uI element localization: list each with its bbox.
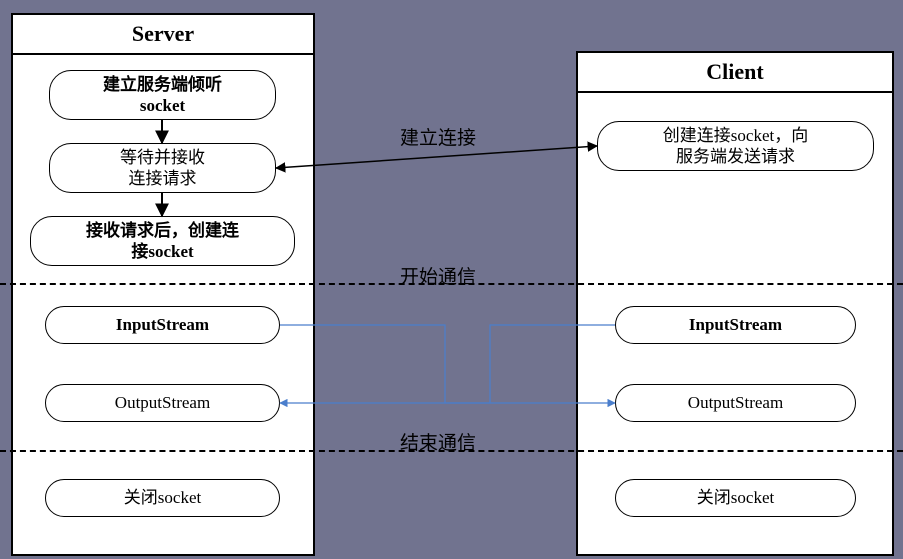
node-text: 建立服务端倾听 <box>103 74 222 95</box>
client-title: Client <box>578 53 892 93</box>
node-text: 等待并接收 <box>120 147 205 168</box>
node-text: 关闭socket <box>697 487 774 508</box>
node-text: 关闭socket <box>124 487 201 508</box>
node-server-listen: 建立服务端倾听 socket <box>49 70 276 120</box>
node-server-accept: 接收请求后，创建连 接socket <box>30 216 295 266</box>
node-server-inputstream: InputStream <box>45 306 280 344</box>
node-server-close: 关闭socket <box>45 479 280 517</box>
node-text: InputStream <box>689 314 782 335</box>
node-text: 创建连接socket，向 <box>663 125 808 146</box>
node-text: socket <box>140 95 185 116</box>
label-end-comm: 结束通信 <box>400 428 476 455</box>
node-client-inputstream: InputStream <box>615 306 856 344</box>
label-establish-conn: 建立连接 <box>400 123 476 150</box>
node-text: OutputStream <box>115 392 210 413</box>
node-client-connect: 创建连接socket，向 服务端发送请求 <box>597 121 874 171</box>
node-client-outputstream: OutputStream <box>615 384 856 422</box>
node-text: 接socket <box>131 241 193 262</box>
node-text: 连接请求 <box>129 168 197 189</box>
node-server-outputstream: OutputStream <box>45 384 280 422</box>
node-text: 服务端发送请求 <box>676 146 795 167</box>
edge-cin-sout <box>280 325 615 403</box>
server-title: Server <box>13 15 313 55</box>
edge-sin-cout <box>280 325 615 403</box>
node-text: OutputStream <box>688 392 783 413</box>
label-start-comm: 开始通信 <box>400 262 476 289</box>
node-text: 接收请求后，创建连 <box>86 220 239 241</box>
node-server-wait: 等待并接收 连接请求 <box>49 143 276 193</box>
node-client-close: 关闭socket <box>615 479 856 517</box>
node-text: InputStream <box>116 314 209 335</box>
